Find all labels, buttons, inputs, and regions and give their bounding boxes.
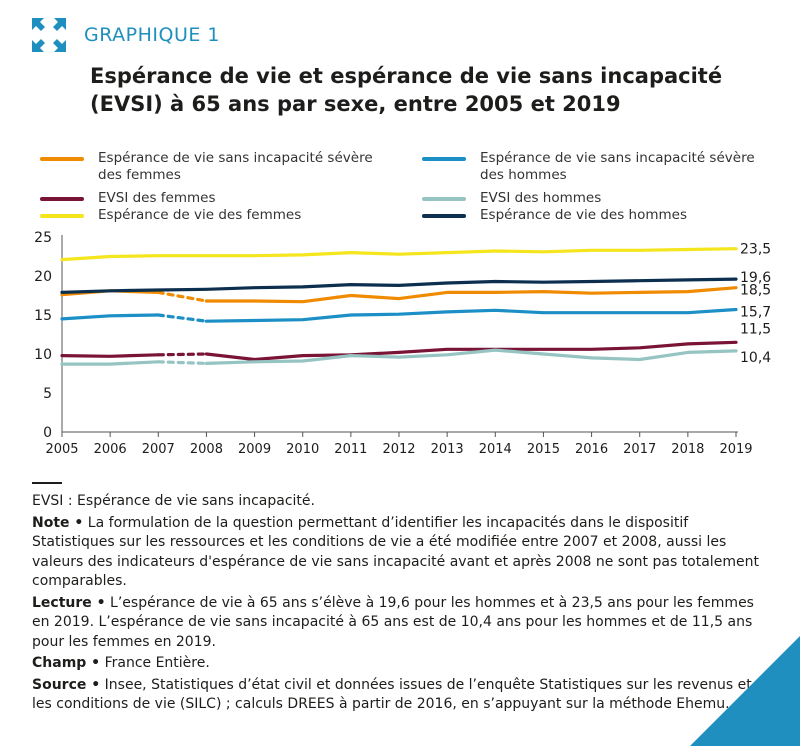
- corner-decoration: [690, 636, 800, 746]
- legend-label: Espérance de vie des femmes: [98, 207, 302, 223]
- source-label: Source •: [32, 676, 101, 693]
- note-paragraph: Note • La formulation de la question per…: [32, 514, 762, 592]
- x-tick-label: 2010: [286, 442, 319, 457]
- notes: EVSI : Espérance de vie sans incapacité.…: [32, 492, 762, 717]
- series-line: [204, 340, 738, 362]
- note-label: Note •: [32, 514, 84, 531]
- x-tick-label: 2008: [190, 442, 223, 457]
- series-line: [60, 353, 160, 358]
- x-tick-label: 2005: [45, 442, 78, 457]
- x-tick-label: 2007: [142, 442, 175, 457]
- end-value-label: 15,7: [740, 305, 771, 321]
- series-line: [204, 348, 738, 365]
- x-tick-label: 2011: [334, 442, 367, 457]
- series-line: [60, 277, 738, 294]
- x-tick-label: 2015: [527, 442, 560, 457]
- expand-icon[interactable]: [32, 18, 66, 52]
- y-tick-label: 25: [34, 230, 52, 246]
- legend-label: Espérance de vie sans incapacité sévère …: [480, 150, 755, 183]
- series-dashed-segment: [156, 290, 208, 303]
- series-dashed-segment: [156, 360, 208, 365]
- end-value-label: 18,5: [740, 283, 771, 299]
- legend-item: EVSI des hommes: [422, 190, 780, 207]
- x-tick-label: 2016: [575, 442, 608, 457]
- series-line: [60, 247, 738, 262]
- lecture-label: Lecture •: [32, 594, 106, 611]
- x-tick-label: 2013: [431, 442, 464, 457]
- legend-swatch: [40, 214, 84, 218]
- legend-swatch: [422, 157, 466, 161]
- legend-label: EVSI des femmes: [98, 190, 216, 206]
- evsi-definition: EVSI : Espérance de vie sans incapacité.: [32, 493, 315, 509]
- legend-item: Espérance de vie sans incapacité sévère …: [422, 150, 780, 184]
- end-value-label: 11,5: [740, 321, 771, 337]
- chart-title: Espérance de vie et espérance de vie san…: [90, 64, 723, 116]
- legend-label: EVSI des hommes: [480, 190, 602, 206]
- champ-text: France Entière.: [100, 655, 210, 671]
- source-paragraph: Source • Insee, Statistiques d’état civi…: [32, 676, 762, 715]
- y-tick-label: 10: [34, 347, 52, 363]
- source-text: Insee, Statistiques d’état civil et donn…: [32, 676, 752, 713]
- legend-swatch: [40, 157, 84, 161]
- y-tick-label: 0: [43, 425, 52, 441]
- x-tick-label: 2018: [671, 442, 704, 457]
- line-chart: 0 5 10 15 20 25 2005 2006 2007 2008 2009 2010 2011 20…: [34, 230, 771, 457]
- x-tick-label: 2017: [623, 442, 656, 457]
- x-tick-label: 2009: [238, 442, 271, 457]
- legend-item: EVSI des femmes: [40, 190, 398, 207]
- legend-item: Espérance de vie des hommes: [422, 207, 780, 224]
- legend-swatch: [40, 197, 84, 201]
- end-value-label: 23,5: [740, 242, 771, 258]
- x-tick-label: 2006: [94, 442, 127, 457]
- y-tick-label: 20: [34, 269, 52, 285]
- series-line: [204, 286, 738, 304]
- legend-item: Espérance de vie sans incapacité sévère …: [40, 150, 398, 184]
- legend-label: Espérance de vie sans incapacité sévère …: [98, 150, 373, 183]
- legend-swatch: [422, 214, 466, 218]
- end-value-label: 10,4: [740, 350, 771, 366]
- legend-item: Espérance de vie des femmes: [40, 207, 398, 224]
- end-value-label: 19,6: [740, 270, 771, 286]
- lecture-paragraph: Lecture • L’espérance de vie à 65 ans s’…: [32, 594, 762, 653]
- x-tick-label: 2012: [382, 442, 415, 457]
- legend-label: Espérance de vie des hommes: [480, 207, 687, 223]
- legend-swatch: [422, 197, 466, 201]
- series-line: [60, 360, 160, 366]
- series-dashed-segment: [156, 313, 208, 323]
- divider: [32, 482, 62, 484]
- graph-label: GRAPHIQUE 1: [84, 24, 220, 46]
- champ-paragraph: Champ • France Entière.: [32, 654, 762, 674]
- x-tick-label: 2019: [719, 442, 752, 457]
- note-text: La formulation de la question permettant…: [32, 514, 759, 590]
- champ-label: Champ •: [32, 655, 101, 671]
- series-dashed-segment: [156, 352, 208, 357]
- y-tick-label: 15: [34, 308, 52, 324]
- lecture-text: L’espérance de vie à 65 ans s’élève à 19…: [32, 594, 754, 650]
- y-tick-label: 5: [43, 386, 52, 402]
- series-line: [60, 313, 160, 321]
- x-tick-label: 2014: [479, 442, 512, 457]
- series-line: [204, 307, 738, 323]
